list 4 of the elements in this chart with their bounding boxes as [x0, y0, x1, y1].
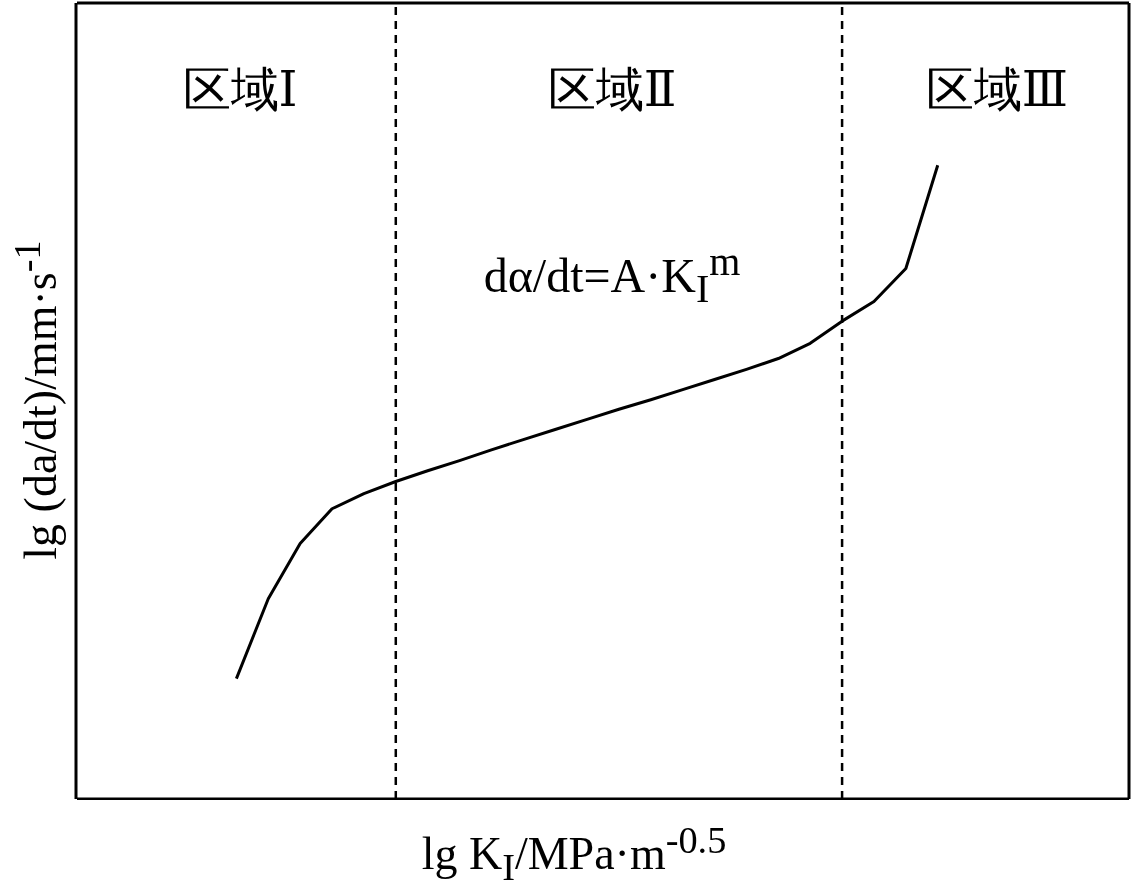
x-axis-title: lg K$_{I}$/MPa·m$^{-0.5}$ — [420, 818, 728, 889]
text: 区域Ⅰ — [182, 62, 298, 118]
text: 区域Ⅱ — [547, 62, 677, 118]
text: 区域Ⅲ — [925, 62, 1069, 118]
